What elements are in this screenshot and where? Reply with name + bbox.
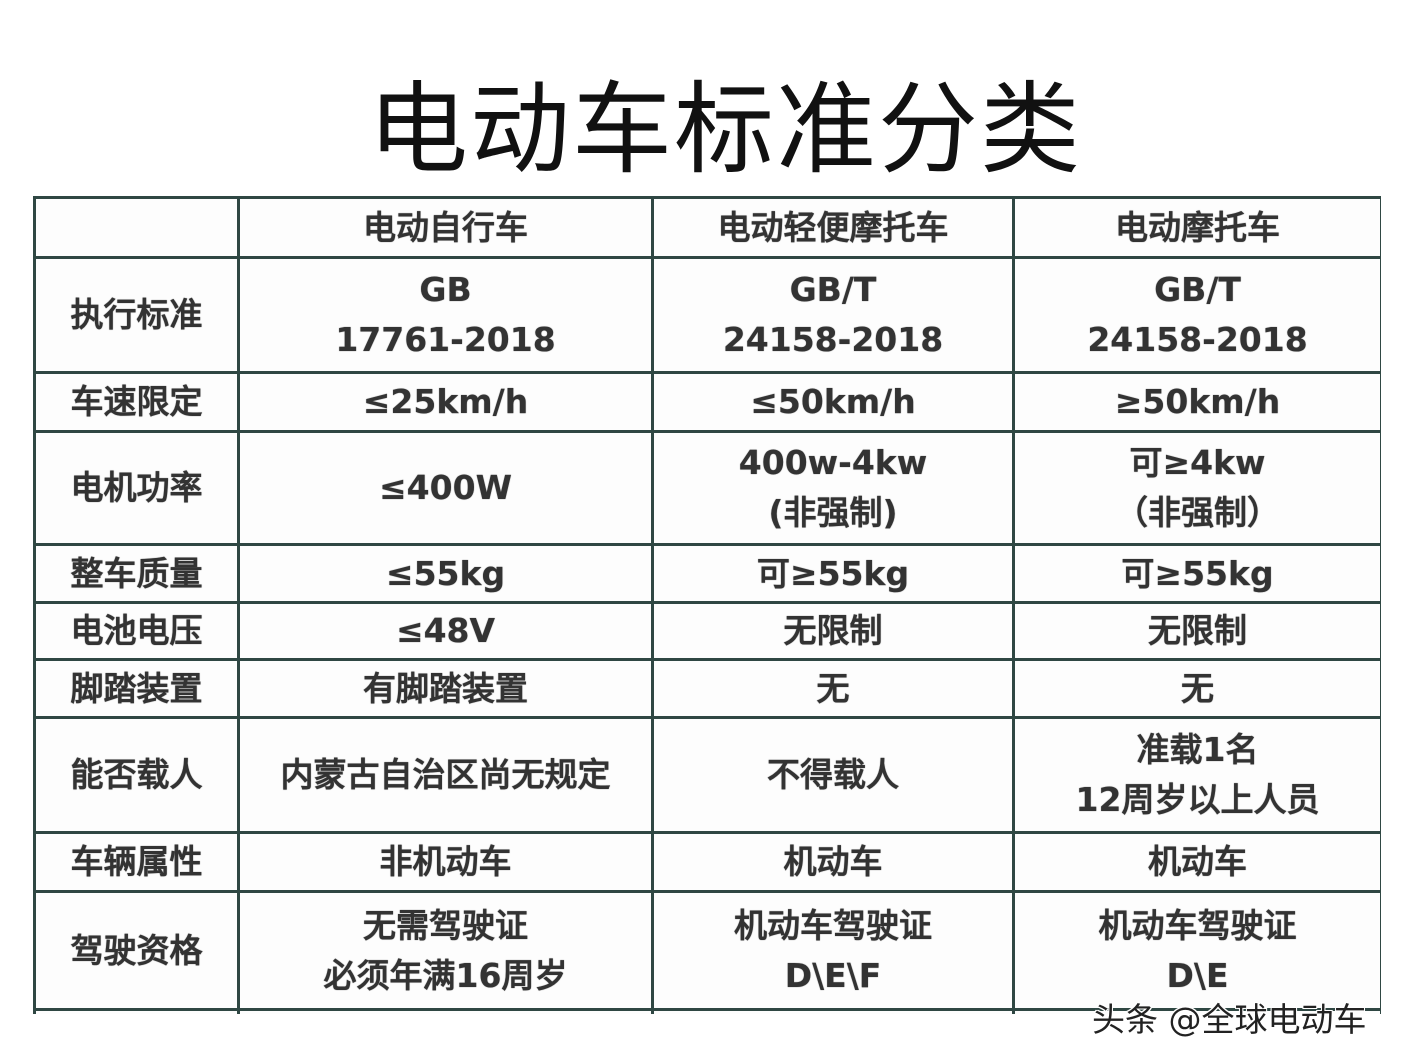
row-label: 整车质量 <box>33 543 240 604</box>
table-cell: 无限制 <box>651 601 1015 661</box>
standards-table-container: 电动自行车 电动轻便摩托车 电动摩托车 执行标准 GB 17761-2018 GB/T 241… <box>33 196 1381 1014</box>
table-row: 脚踏装置 有脚踏装置 无 无 <box>33 658 1381 719</box>
table-cell <box>33 1008 240 1014</box>
table-cell: 机动车驾驶证 D\E\F <box>651 890 1015 1011</box>
cell-line: ≤50km/h <box>750 382 916 421</box>
cell-line: GB/T <box>789 270 877 309</box>
cell-line: 无需驾驶证 <box>363 905 528 945</box>
cell-line: 无 <box>1181 668 1214 708</box>
cell-line: 无限制 <box>783 611 883 650</box>
cell-line: 必须年满16周岁 <box>323 955 568 995</box>
cell-line: （非强制） <box>1115 493 1280 532</box>
column-header <box>33 196 240 259</box>
cell-line: 机动车驾驶证 <box>734 905 932 945</box>
table-row: 电池电压 ≤48V 无限制 无限制 <box>33 601 1381 661</box>
table-row: 电机功率 ≤400W 400w-4kw (非强制) 可≥4kw （非强制） <box>33 430 1381 546</box>
cell-line: 内蒙古自治区尚无规定 <box>280 755 611 794</box>
row-label: 电池电压 <box>33 601 240 661</box>
table-cell: GB/T 24158-2018 <box>1012 256 1381 374</box>
table-cell: GB/T 24158-2018 <box>651 256 1015 374</box>
cell-line: ≥50km/h <box>1114 382 1281 421</box>
cell-line: 24158-2018 <box>1087 320 1308 359</box>
row-label: 能否载人 <box>33 716 240 834</box>
table-cell: 可≥55kg <box>651 543 1015 604</box>
cell-line: 无 <box>816 668 850 708</box>
table-cell: 内蒙古自治区尚无规定 <box>237 716 654 834</box>
table-row: 车辆属性 非机动车 机动车 机动车 <box>33 831 1381 893</box>
cell-line: 不得载人 <box>767 755 899 794</box>
table-cell: ≤400W <box>237 430 654 546</box>
column-header: 电动自行车 <box>237 196 654 259</box>
table-cell: 400w-4kw (非强制) <box>651 430 1015 546</box>
cell-line: ≤55kg <box>385 553 506 593</box>
cell-line: 17761-2018 <box>335 320 556 359</box>
table-cell: 不得载人 <box>651 716 1015 834</box>
table-cell: GB 17761-2018 <box>237 256 654 374</box>
table-cell <box>651 1008 1015 1014</box>
watermark: 头条 @全球电动车 <box>1092 1000 1367 1039</box>
cell-line: 无限制 <box>1148 611 1247 650</box>
cell-line: 可≥55kg <box>756 553 910 593</box>
table-row-cut-off <box>33 1008 1381 1014</box>
cell-line: D\E <box>1166 955 1229 995</box>
cell-line: GB <box>419 270 472 309</box>
table-cell: 可≥4kw （非强制） <box>1012 430 1381 546</box>
table-cell: 机动车 <box>651 831 1015 893</box>
table-cell: 无 <box>651 658 1015 719</box>
cell-line: (非强制) <box>768 493 898 532</box>
cell-line: ≤400W <box>379 468 512 507</box>
table-cell: 可≥55kg <box>1012 543 1381 604</box>
table-row: 整车质量 ≤55kg 可≥55kg 可≥55kg <box>33 543 1381 604</box>
cell-line: D\E\F <box>784 955 882 995</box>
table-cell: ≤48V <box>237 601 654 661</box>
table-cell: 有脚踏装置 <box>237 658 654 719</box>
cell-line: 机动车 <box>1148 842 1247 881</box>
header-row: 电动自行车 电动轻便摩托车 电动摩托车 <box>33 196 1381 259</box>
page-title: 电动车标准分类 <box>368 71 1082 188</box>
table-cell: ≥50km/h <box>1012 371 1381 433</box>
row-label: 驾驶资格 <box>33 890 240 1011</box>
cell-line: 非机动车 <box>379 842 512 881</box>
cell-line: 有脚踏装置 <box>363 668 528 708</box>
table-cell: ≤50km/h <box>651 371 1015 433</box>
table-row: 执行标准 GB 17761-2018 GB/T 24158-2018 GB/T 24158-… <box>33 256 1381 374</box>
cell-line: 准载1名 <box>1136 730 1259 769</box>
row-label: 车辆属性 <box>33 831 240 893</box>
cell-line: 可≥55kg <box>1121 553 1274 593</box>
cell-line: ≤48V <box>395 611 496 650</box>
table-row: 能否载人 内蒙古自治区尚无规定 不得载人 准载1名 12周岁以上人员 <box>33 716 1381 834</box>
table-row: 车速限定 ≤25km/h ≤50km/h ≥50km/h <box>33 371 1381 433</box>
table-cell: ≤55kg <box>237 543 654 604</box>
cell-line: 400w-4kw <box>738 443 928 482</box>
row-label: 车速限定 <box>33 371 240 433</box>
table-row: 驾驶资格 无需驾驶证 必须年满16周岁 机动车驾驶证 D\E\F 机动车驾驶证 D\E <box>33 890 1381 1011</box>
table-cell: ≤25km/h <box>237 371 654 433</box>
cell-line: 可≥4kw <box>1129 443 1266 482</box>
cell-line: 24158-2018 <box>722 320 944 359</box>
cell-line: 机动车 <box>783 842 883 881</box>
row-label: 执行标准 <box>33 256 240 374</box>
table-cell: 无限制 <box>1012 601 1381 661</box>
table-cell <box>1012 1008 1381 1014</box>
row-label: 电机功率 <box>33 430 240 546</box>
cell-line: 12周岁以上人员 <box>1075 780 1320 819</box>
table-cell: 准载1名 12周岁以上人员 <box>1012 716 1381 834</box>
cell-line: GB/T <box>1154 270 1241 309</box>
column-header: 电动摩托车 <box>1012 196 1381 259</box>
table-cell: 机动车 <box>1012 831 1381 893</box>
table-cell: 非机动车 <box>237 831 654 893</box>
cell-line: 机动车驾驶证 <box>1098 905 1297 945</box>
column-header: 电动轻便摩托车 <box>651 196 1015 259</box>
standards-table: 电动自行车 电动轻便摩托车 电动摩托车 执行标准 GB 17761-2018 GB/T 241… <box>33 196 1381 1014</box>
table-cell: 机动车驾驶证 D\E <box>1012 890 1381 1011</box>
table-cell <box>237 1008 654 1014</box>
cell-line: ≤25km/h <box>362 382 529 421</box>
table-cell: 无需驾驶证必须年满16周岁 <box>237 890 654 1011</box>
table-cell: 无 <box>1012 658 1381 719</box>
row-label: 脚踏装置 <box>33 658 240 719</box>
